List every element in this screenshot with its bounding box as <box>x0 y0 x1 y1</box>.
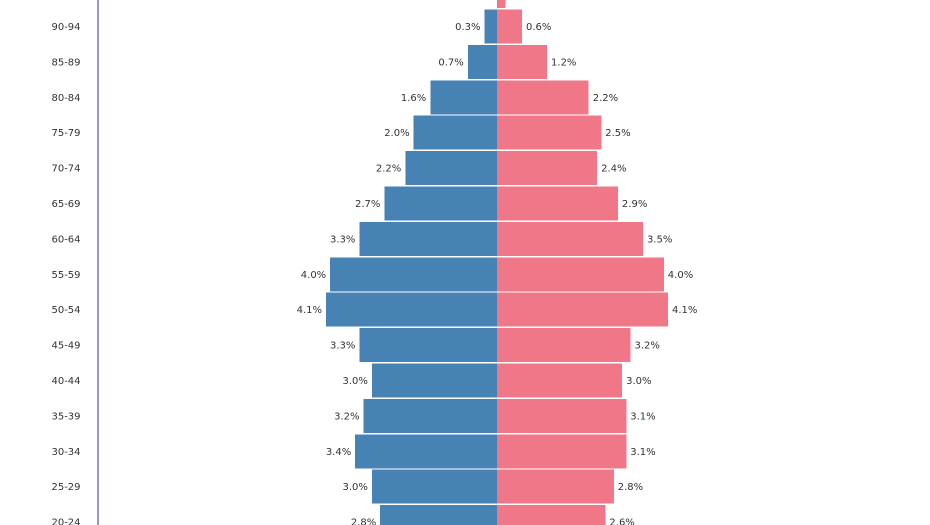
age-group-label: 45-49 <box>51 341 80 352</box>
value-label-left-65-69: 2.7% <box>355 199 380 210</box>
bar-left-30-34 <box>355 434 497 469</box>
bar-right-25-29 <box>497 469 614 504</box>
value-label-right-70-74: 2.4% <box>601 164 626 175</box>
age-group-label: 55-59 <box>51 270 80 281</box>
value-label-right-30-34: 3.1% <box>630 447 655 458</box>
bar-left-85-89 <box>467 44 497 79</box>
labels-group: 90-94 0.3% 0.6% 85-89 0.7% 1.2% 80-84 1.6% 2.2% 7… <box>51 22 697 525</box>
age-group-label: 65-69 <box>51 199 80 210</box>
bar-partial-top <box>497 0 506 9</box>
bar-right-85-89 <box>497 44 548 79</box>
value-label-right-85-89: 1.2% <box>551 57 576 68</box>
value-label-left-85-89: 0.7% <box>438 57 463 68</box>
age-group-label: 20-24 <box>51 518 80 525</box>
bar-right-20-24 <box>497 505 606 525</box>
value-label-left-35-39: 3.2% <box>334 411 359 422</box>
value-label-left-30-34: 3.4% <box>326 447 351 458</box>
value-label-left-70-74: 2.2% <box>376 164 401 175</box>
bars-group <box>326 0 668 525</box>
bar-left-35-39 <box>363 398 497 433</box>
value-label-right-45-49: 3.2% <box>634 341 659 352</box>
value-label-right-55-59: 4.0% <box>668 270 693 281</box>
bar-right-50-54 <box>497 292 668 327</box>
bar-left-55-59 <box>330 257 497 292</box>
age-group-label: 90-94 <box>51 22 80 33</box>
bar-left-70-74 <box>405 151 497 186</box>
value-label-right-35-39: 3.1% <box>630 411 655 422</box>
value-label-right-80-84: 2.2% <box>593 93 618 104</box>
bar-left-40-44 <box>371 363 497 398</box>
bar-right-65-69 <box>497 186 618 221</box>
value-label-left-20-24: 2.8% <box>351 518 376 525</box>
value-label-left-50-54: 4.1% <box>297 305 322 316</box>
age-group-label: 30-34 <box>51 447 80 458</box>
bar-left-75-79 <box>413 115 497 150</box>
value-label-right-20-24: 2.6% <box>609 518 634 525</box>
bar-right-30-34 <box>497 434 627 469</box>
age-group-label: 75-79 <box>51 128 80 139</box>
value-label-left-40-44: 3.0% <box>342 376 367 387</box>
bar-right-70-74 <box>497 151 598 186</box>
age-group-label: 40-44 <box>51 376 80 387</box>
value-label-left-45-49: 3.3% <box>330 341 355 352</box>
value-label-left-80-84: 1.6% <box>401 93 426 104</box>
bar-right-35-39 <box>497 398 627 433</box>
value-label-right-90-94: 0.6% <box>526 22 551 33</box>
age-group-label: 25-29 <box>51 482 80 493</box>
age-group-label: 85-89 <box>51 57 80 68</box>
value-label-right-60-64: 3.5% <box>647 234 672 245</box>
bar-left-90-94 <box>484 9 497 44</box>
bar-left-25-29 <box>371 469 497 504</box>
bar-left-45-49 <box>359 328 497 363</box>
value-label-right-40-44: 3.0% <box>626 376 651 387</box>
value-label-left-90-94: 0.3% <box>455 22 480 33</box>
bar-left-20-24 <box>380 505 497 525</box>
bar-left-80-84 <box>430 80 497 115</box>
value-label-left-55-59: 4.0% <box>301 270 326 281</box>
bar-right-60-64 <box>497 221 643 256</box>
age-group-label: 70-74 <box>51 164 80 175</box>
value-label-right-50-54: 4.1% <box>672 305 697 316</box>
age-group-label: 50-54 <box>51 305 80 316</box>
bar-right-80-84 <box>497 80 589 115</box>
age-group-label: 80-84 <box>51 93 80 104</box>
bar-right-40-44 <box>497 363 623 398</box>
bar-left-50-54 <box>326 292 497 327</box>
bar-right-45-49 <box>497 328 631 363</box>
bar-right-75-79 <box>497 115 602 150</box>
value-label-left-25-29: 3.0% <box>342 482 367 493</box>
bar-left-65-69 <box>384 186 497 221</box>
bar-right-90-94 <box>497 9 523 44</box>
bar-right-55-59 <box>497 257 664 292</box>
bar-left-60-64 <box>359 221 497 256</box>
value-label-left-75-79: 2.0% <box>384 128 409 139</box>
value-label-right-65-69: 2.9% <box>622 199 647 210</box>
value-label-right-75-79: 2.5% <box>605 128 630 139</box>
age-group-label: 35-39 <box>51 411 80 422</box>
value-label-right-25-29: 2.8% <box>618 482 643 493</box>
value-label-left-60-64: 3.3% <box>330 234 355 245</box>
age-group-label: 60-64 <box>51 234 80 245</box>
